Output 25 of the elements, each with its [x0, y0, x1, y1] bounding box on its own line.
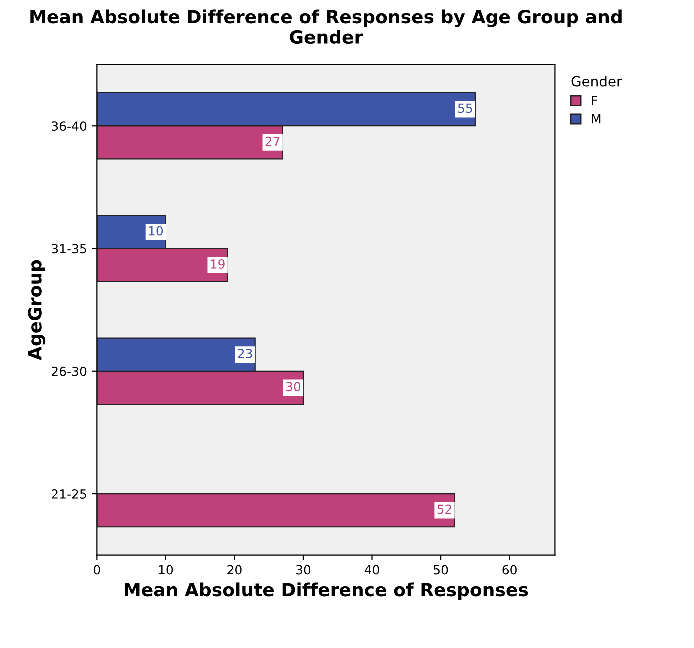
legend-title: Gender [572, 76, 622, 87]
data-label: 27 [266, 136, 280, 146]
y-axis-title: AgeGroup [28, 260, 46, 361]
x-axis-title: Mean Absolute Difference of Responses [125, 582, 528, 600]
data-label: 23 [238, 349, 252, 358]
data-label: 55 [458, 104, 472, 114]
data-label: 10 [149, 226, 164, 236]
data-label: 52 [438, 504, 452, 514]
data-label: 19 [211, 259, 225, 269]
chart-title: Mean Absolute Difference of Responses by Age Group and Gender [30, 10, 622, 44]
legend-label: M [592, 114, 601, 124]
y-tick-label: 26-30 [52, 366, 87, 376]
x-tick-label: 20 [228, 565, 242, 575]
y-tick-label: 36-40 [52, 122, 87, 132]
x-tick-label: 40 [364, 565, 380, 575]
x-tick-label: 60 [502, 565, 517, 575]
x-tick-label: 30 [296, 565, 311, 575]
x-tick-label: 0 [94, 565, 100, 575]
bar [97, 493, 456, 528]
y-tick-label: 31-35 [52, 244, 86, 254]
data-label: 30 [286, 382, 301, 392]
x-tick-label: 10 [159, 565, 174, 575]
legend-label: F [592, 96, 598, 106]
y-tick-label: 21-25 [52, 489, 86, 499]
x-tick-label: 50 [434, 565, 448, 575]
